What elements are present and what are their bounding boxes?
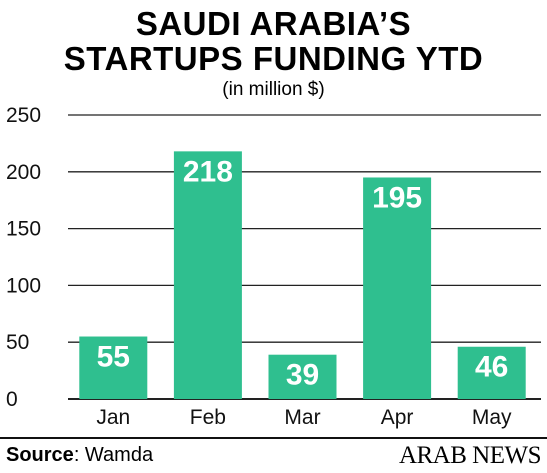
data-label: 218 bbox=[183, 155, 233, 188]
x-tick-label: May bbox=[472, 406, 512, 429]
data-label: 195 bbox=[372, 181, 422, 214]
y-tick-label: 50 bbox=[6, 331, 29, 354]
data-label: 55 bbox=[97, 341, 130, 374]
chart-subtitle: (in million $) bbox=[222, 79, 325, 100]
source-credit: Source: Wamda bbox=[6, 444, 153, 467]
y-tick-label: 250 bbox=[6, 104, 41, 127]
data-label: 39 bbox=[286, 359, 319, 392]
bar bbox=[173, 151, 242, 399]
x-tick-label: Mar bbox=[284, 406, 320, 429]
bar bbox=[457, 346, 526, 399]
chart-title-line2: STARTUPS FUNDING YTD bbox=[63, 40, 484, 77]
data-label: 46 bbox=[475, 351, 508, 384]
y-tick-label: 150 bbox=[6, 218, 41, 241]
x-tick-label: Jan bbox=[96, 406, 130, 429]
bar bbox=[79, 336, 148, 399]
bar bbox=[268, 354, 337, 399]
y-tick-label: 100 bbox=[6, 274, 41, 297]
bar bbox=[363, 177, 432, 399]
footer-divider bbox=[0, 437, 547, 439]
arab-news-logo: ARAB NEWS bbox=[398, 442, 542, 469]
x-tick-label: Apr bbox=[381, 406, 414, 429]
y-tick-label: 200 bbox=[6, 161, 41, 184]
x-tick-label: Feb bbox=[190, 406, 226, 429]
chart-title-line1: SAUDI ARABIA’S bbox=[135, 5, 412, 42]
source-label: Source bbox=[6, 444, 74, 466]
y-tick-label: 0 bbox=[6, 388, 18, 411]
source-value: : Wamda bbox=[73, 444, 154, 466]
